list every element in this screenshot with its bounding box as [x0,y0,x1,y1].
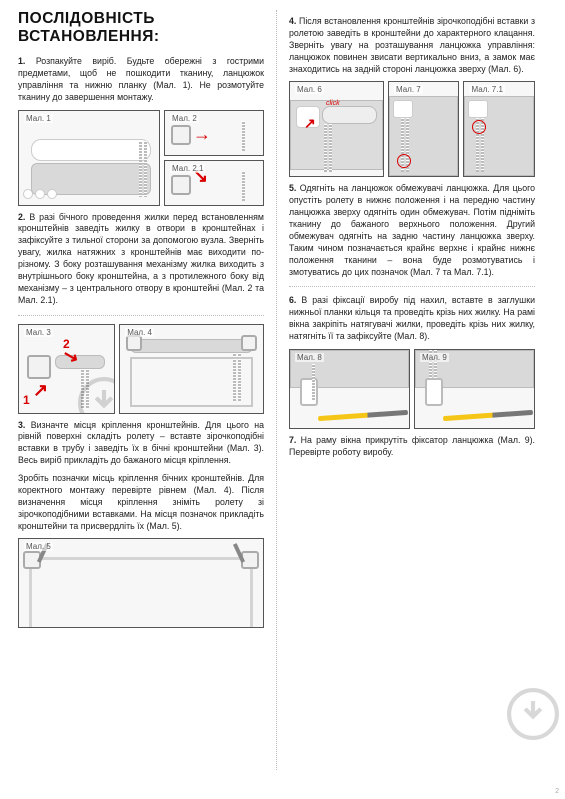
fig21-label: Мал. 2.1 [170,164,205,173]
fig9-label: Мал. 9 [420,353,449,362]
step3a-text: 3. Визначте місця кріплення кронштейнів.… [18,420,264,468]
fig4-label: Мал. 4 [125,328,154,337]
figure-2: Мал. 2 → [164,110,264,156]
fig71-label: Мал. 7.1 [469,85,504,94]
step2-text: 2. В разі бічного проведення жилки перед… [18,212,264,307]
page-title: ПОСЛІДОВНІСТЬ ВСТАНОВЛЕННЯ: [18,10,264,46]
fig8-label: Мал. 8 [295,353,324,362]
figure-9: Мал. 9 [414,349,535,429]
separator [289,286,535,287]
figure-5: Мал. 5 [18,538,264,628]
figure-8: Мал. 8 [289,349,410,429]
fig7-label: Мал. 7 [394,85,423,94]
step6-num: 6. [289,295,296,305]
fig5-label: Мал. 5 [24,542,53,551]
figure-1: Мал. 1 [18,110,160,206]
step3-num: 3. [18,420,25,430]
figure-3: Мал. 3 1 2 ↗ ↘ [18,324,115,414]
fig6-label: Мал. 6 [295,85,324,94]
step1-body: Розпакуйте виріб. Будьте обережні з гост… [18,56,264,102]
step7-body: На раму вікна прикрутіть фіксатор ланцюж… [289,435,535,457]
step5-body: Одягніть на ланцюжок обмежувачі ланцюжка… [289,183,535,276]
step4-body: Після встановлення кронштейнів зірочкопо… [289,16,535,74]
step3b-text: Зробіть позначки місць кріплення бічних … [18,473,264,532]
step7-text: 7. На раму вікна прикрутіть фіксатор лан… [289,435,535,459]
figure-6: Мал. 6 click ↗ [289,81,384,177]
figure-7: Мал. 7 [388,81,460,177]
figure-21: Мал. 2.1 ↘ [164,160,264,206]
figure-71: Мал. 7.1 [463,81,535,177]
step2-body: В разі бічного проведення жилки перед вс… [18,212,264,305]
separator [18,315,264,316]
arrow1-num: 1 [23,393,30,407]
figure-4: Мал. 4 [119,324,264,414]
watermark-icon [78,377,115,414]
step3a-body: Визначте місця кріплення кронштейнів. Дл… [18,420,264,466]
step6-body: В разі фіксації виробу під нахил, вставт… [289,295,535,341]
step1-num: 1. [18,56,25,66]
step4-text: 4. Після встановлення кронштейнів зірочк… [289,16,535,75]
step7-num: 7. [289,435,296,445]
step5-text: 5. Одягніть на ланцюжок обмежувачі ланцю… [289,183,535,278]
fig2-label: Мал. 2 [170,114,199,123]
step2-num: 2. [18,212,25,222]
step4-num: 4. [289,16,296,26]
fig3-label: Мал. 3 [24,328,53,337]
watermark-icon [507,688,559,740]
step1-text: 1. Розпакуйте виріб. Будьте обережні з г… [18,56,264,104]
page-number: 2 [555,788,559,795]
step6-text: 6. В разі фіксації виробу під нахил, вст… [289,295,535,343]
click-label: click [326,100,340,107]
step5-num: 5. [289,183,296,193]
fig1-label: Мал. 1 [24,114,53,123]
